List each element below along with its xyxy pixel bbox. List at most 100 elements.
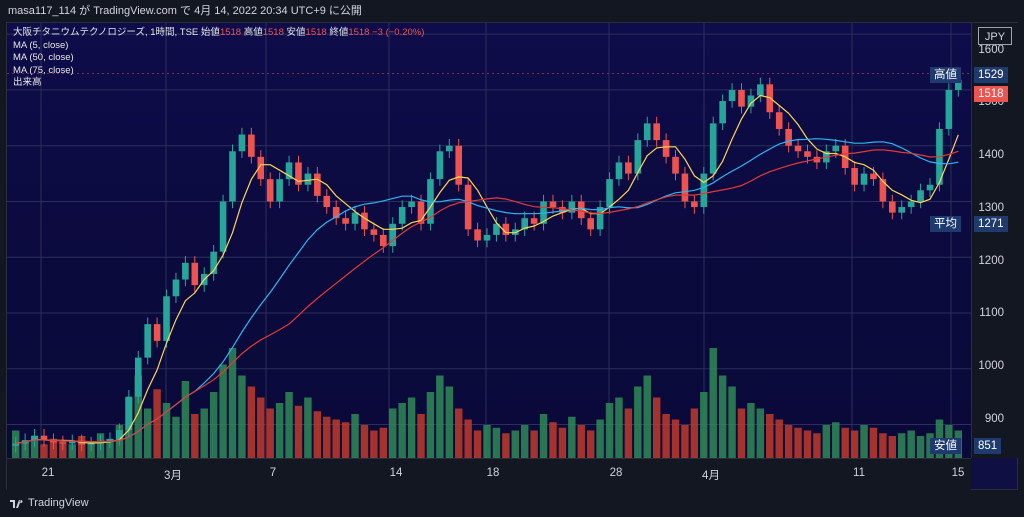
- tradingview-brand[interactable]: TradingView: [10, 497, 89, 509]
- candle-body: [210, 251, 217, 274]
- volume-bar: [747, 403, 755, 458]
- candle-body: [879, 179, 887, 202]
- publish-header: masa117_114 が TradingView.com で 4月 14, 2…: [0, 0, 1024, 22]
- volume-bar: [398, 403, 406, 458]
- candle-body: [361, 212, 368, 230]
- volume-bar: [228, 348, 237, 458]
- volume-bar: [257, 397, 265, 458]
- volume-bar: [766, 414, 774, 458]
- candle-body: [860, 173, 868, 185]
- candle-body: [342, 218, 349, 224]
- candle-body: [596, 207, 604, 230]
- volume-bar: [266, 408, 274, 458]
- volume-bar: [784, 425, 793, 458]
- symbol-row[interactable]: 大阪チタニウムテクノロジーズ, 1時間, TSE 始値1518 高値1518 安…: [13, 27, 424, 40]
- candle-body: [116, 430, 123, 440]
- volume-bar: [860, 425, 868, 458]
- volume-bar: [172, 416, 180, 458]
- close-value: 1518: [348, 27, 370, 38]
- volume-bar: [662, 414, 670, 458]
- volume-bar: [360, 425, 369, 458]
- volume-bar: [389, 408, 397, 458]
- volume-bar: [304, 397, 312, 458]
- open-label: 始値: [200, 27, 220, 38]
- volume-bar: [238, 375, 246, 458]
- volume-bar: [209, 392, 218, 458]
- volume-bar: [671, 419, 680, 458]
- candle-body: [625, 162, 632, 174]
- time-axis[interactable]: 21 3月 7 14 18 28 4月 11 15: [7, 458, 971, 491]
- volume-bar: [332, 419, 340, 458]
- ma75-legend[interactable]: MA (75, close): [13, 64, 74, 76]
- brand-label: TradingView: [28, 497, 89, 509]
- candle-body: [191, 262, 199, 286]
- y-tick: 1300: [978, 202, 1004, 214]
- candle-body: [662, 140, 670, 157]
- candle-body: [634, 140, 642, 174]
- currency-selector[interactable]: JPY: [978, 27, 1012, 45]
- candle-body: [653, 123, 660, 141]
- candle-body: [172, 279, 180, 297]
- volume-bar: [294, 405, 303, 458]
- candle-body: [398, 207, 406, 224]
- candle-body: [813, 156, 821, 163]
- volume-bar: [219, 364, 227, 458]
- volume-bar: [718, 375, 727, 458]
- low-tag-value: 851: [974, 438, 1002, 454]
- candle-body: [804, 151, 811, 157]
- candle-body: [31, 435, 38, 441]
- candle-body: [68, 441, 76, 444]
- high-tag-value: 1529: [974, 67, 1008, 83]
- candle-body: [493, 223, 500, 235]
- candle-body: [323, 195, 331, 208]
- candle-body: [445, 145, 453, 152]
- candle-body: [747, 95, 755, 107]
- volume-bar: [106, 438, 114, 458]
- avg-tag-label: 平均: [930, 216, 961, 232]
- x-tick: 3月: [164, 470, 182, 482]
- candle-body: [700, 173, 708, 208]
- volume-bar: [822, 425, 831, 458]
- candle-body: [163, 296, 170, 341]
- price-chart-area[interactable]: [7, 23, 971, 458]
- candle-body: [832, 145, 840, 152]
- volume-bar: [586, 430, 595, 458]
- candle-body: [351, 212, 359, 224]
- candle-body: [738, 89, 745, 107]
- candle-body: [50, 440, 57, 443]
- volume-bar: [473, 430, 482, 458]
- x-tick: 18: [486, 467, 500, 479]
- volume-bar: [455, 408, 463, 458]
- ma50-legend[interactable]: MA (50, close): [13, 52, 74, 63]
- volume-bar: [605, 403, 614, 458]
- x-tick: 4月: [702, 470, 720, 482]
- volume-bar: [869, 427, 878, 458]
- volume-bar: [681, 425, 689, 458]
- volume-bar: [803, 430, 812, 458]
- candle-body: [295, 162, 302, 185]
- volume-bar: [549, 422, 557, 458]
- candle-body: [474, 229, 481, 241]
- ma5-legend[interactable]: MA (5, close): [13, 39, 69, 51]
- footer-bar: TradingView: [0, 490, 1024, 517]
- volume-bar: [728, 386, 736, 458]
- high-value: 1518: [262, 27, 284, 38]
- candle-body: [577, 201, 585, 219]
- candle-body: [483, 234, 491, 241]
- candle-body: [502, 223, 510, 235]
- candle-body: [945, 89, 953, 129]
- candle-body: [219, 201, 227, 252]
- volume-legend[interactable]: 出来高: [13, 77, 42, 88]
- candle-body: [12, 443, 20, 446]
- candle-body: [719, 101, 726, 124]
- candle-body: [775, 112, 783, 129]
- candlestick-chart[interactable]: [7, 23, 971, 458]
- candle-body: [257, 156, 265, 180]
- candle-body: [681, 173, 689, 202]
- candle-body: [380, 234, 387, 247]
- volume-bar: [275, 403, 284, 458]
- candle-body: [59, 442, 67, 444]
- x-tick: 15: [951, 467, 965, 479]
- volume-bar: [643, 375, 651, 458]
- candle-body: [144, 324, 151, 358]
